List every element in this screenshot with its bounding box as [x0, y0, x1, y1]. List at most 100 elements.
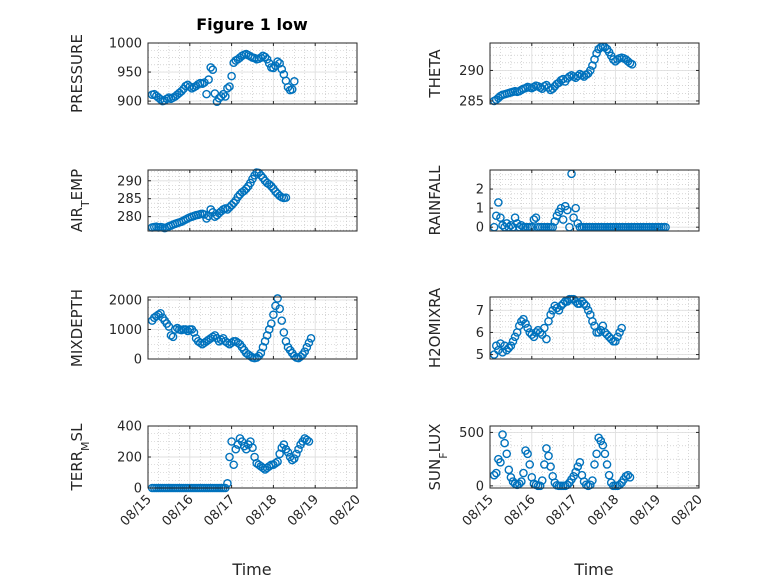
- theta-data-point: [592, 49, 601, 58]
- h2omixra-data-point: [523, 323, 532, 333]
- sun_flux-data-point: [498, 430, 507, 439]
- mixdepth-data-point: [296, 352, 305, 361]
- rainfall-data-point: [571, 203, 580, 213]
- air_temp-ylabel: AIRTEMP: [68, 169, 92, 232]
- sun_flux-data-point: [502, 449, 512, 459]
- pressure-data-point: [223, 84, 232, 93]
- terr_msl-data-point: [223, 479, 232, 488]
- sun_flux-data-point: [598, 440, 608, 450]
- air_temp-ytick-label: 290: [117, 174, 142, 189]
- h2omixra-data-point: [571, 297, 580, 306]
- sun_flux-data-point: [491, 468, 501, 478]
- h2omixra-data-point: [508, 336, 518, 346]
- pressure-data-point: [287, 85, 297, 94]
- mixdepth-data-point: [279, 328, 289, 337]
- h2omixra-data-point: [611, 336, 620, 346]
- pressure-data-point: [277, 64, 287, 74]
- x-axis-label-left: Time: [231, 560, 271, 579]
- pressure-data-point: [208, 65, 218, 75]
- pressure-data-point: [275, 59, 284, 68]
- pressure-data-point: [225, 82, 234, 91]
- sun_flux-ylabel-subscript: F: [437, 452, 450, 458]
- sun_flux-data-point: [504, 465, 514, 475]
- air_temp-data-point: [254, 168, 264, 178]
- pressure-data-point: [202, 89, 211, 99]
- pressure-data-point: [262, 54, 272, 64]
- air_temp-ylabel-main: AIR: [68, 207, 86, 232]
- sun_flux-data-point: [523, 449, 532, 459]
- sun_flux-data-point: [623, 470, 633, 480]
- theta-data-point: [609, 55, 618, 64]
- pressure-ytick-label: 950: [117, 66, 142, 81]
- sun_flux-data-point: [604, 470, 614, 480]
- h2omixra-data-point: [500, 341, 509, 351]
- pressure-data-point: [289, 77, 299, 86]
- mixdepth-data-point: [273, 294, 282, 303]
- terr_msl-ylabel: TERRMSL: [68, 423, 92, 492]
- subplot-theta: 285 290 THETA: [426, 42, 700, 109]
- mixdepth-ytick-label: 1000: [109, 323, 142, 338]
- air_temp-ytick-label: 285: [117, 192, 142, 207]
- h2omixra-data-point: [552, 303, 562, 313]
- pressure-data-point: [273, 57, 282, 66]
- terr_msl-data-point: [273, 457, 282, 466]
- h2omixra-ylabel-main: H2OMIXRA: [426, 287, 444, 368]
- h2omixra-ytick-label: 7: [476, 304, 484, 319]
- subplot-pressure: 900 950 1000 PRESSURE: [68, 34, 358, 113]
- h2omixra-data-point: [613, 332, 622, 342]
- sun_flux-data-point: [588, 476, 597, 485]
- h2omixra-data-point: [491, 341, 501, 351]
- pressure-ytick-label: 1000: [109, 37, 142, 52]
- sun_flux-data-point: [500, 438, 509, 448]
- h2omixra-data-point: [529, 332, 539, 342]
- sun_flux-ytick-label: 0: [476, 479, 484, 494]
- theta-ytick-label: 290: [459, 64, 484, 79]
- sun_flux-data-point: [535, 481, 545, 491]
- sun_flux-data-point: [537, 476, 547, 485]
- theta-data-point: [548, 84, 558, 94]
- rainfall-data-point: [558, 215, 568, 224]
- mixdepth-data-point: [275, 304, 284, 314]
- terr_msl-data-point: [229, 460, 238, 470]
- h2omixra-data-point: [496, 339, 505, 348]
- sun_flux-data-point: [600, 449, 610, 459]
- mixdepth-ytick-label: 2000: [109, 293, 142, 308]
- rainfall-axes-box: [489, 169, 700, 232]
- terr_msl-data-point: [294, 444, 303, 454]
- h2omixra-ytick-label: 5: [476, 348, 484, 363]
- mixdepth-data-point: [156, 308, 165, 318]
- pressure-data-point: [269, 63, 278, 73]
- sun_flux-ytick-label: 500: [459, 426, 484, 441]
- terr_msl-data-point: [231, 444, 241, 454]
- h2omixra-data-point: [510, 332, 520, 342]
- h2omixra-data-point: [540, 323, 549, 333]
- mixdepth-data-point: [277, 316, 287, 325]
- mixdepth-data-point: [304, 338, 314, 348]
- mixdepth-ytick-label: 0: [134, 353, 142, 368]
- sun_flux-data-point: [573, 462, 583, 471]
- sun_flux-data-point: [625, 473, 635, 482]
- sun_flux-data-point: [575, 458, 585, 467]
- h2omixra-data-point: [521, 319, 530, 328]
- pressure-ylabel: PRESSURE: [68, 34, 86, 113]
- sun_flux-ylabel: SUNFLUX: [426, 424, 450, 491]
- sun_flux-data-point: [514, 479, 524, 489]
- mixdepth-data-point: [289, 351, 299, 361]
- theta-data-point: [544, 83, 553, 92]
- sun_flux-data-point: [519, 468, 528, 478]
- sun_flux-data-point: [596, 436, 606, 446]
- air_temp-data-point: [241, 184, 251, 193]
- sun_flux-data-point: [590, 460, 599, 469]
- air_temp-axes-box: [147, 169, 358, 232]
- rainfall-data-point: [496, 213, 505, 222]
- h2omixra-data-point: [588, 317, 597, 326]
- h2omixra-data-point: [581, 301, 591, 311]
- sun_flux-data-point: [569, 471, 578, 481]
- mixdepth-data-point: [168, 332, 178, 342]
- subplot-rainfall: 0 1 2 RAINFALL: [426, 165, 700, 236]
- mixdepth-data-point: [208, 332, 218, 342]
- theta-ylabel-main: THETA: [426, 49, 444, 99]
- theta-data-point: [600, 42, 610, 52]
- mixdepth-data-point: [306, 334, 316, 343]
